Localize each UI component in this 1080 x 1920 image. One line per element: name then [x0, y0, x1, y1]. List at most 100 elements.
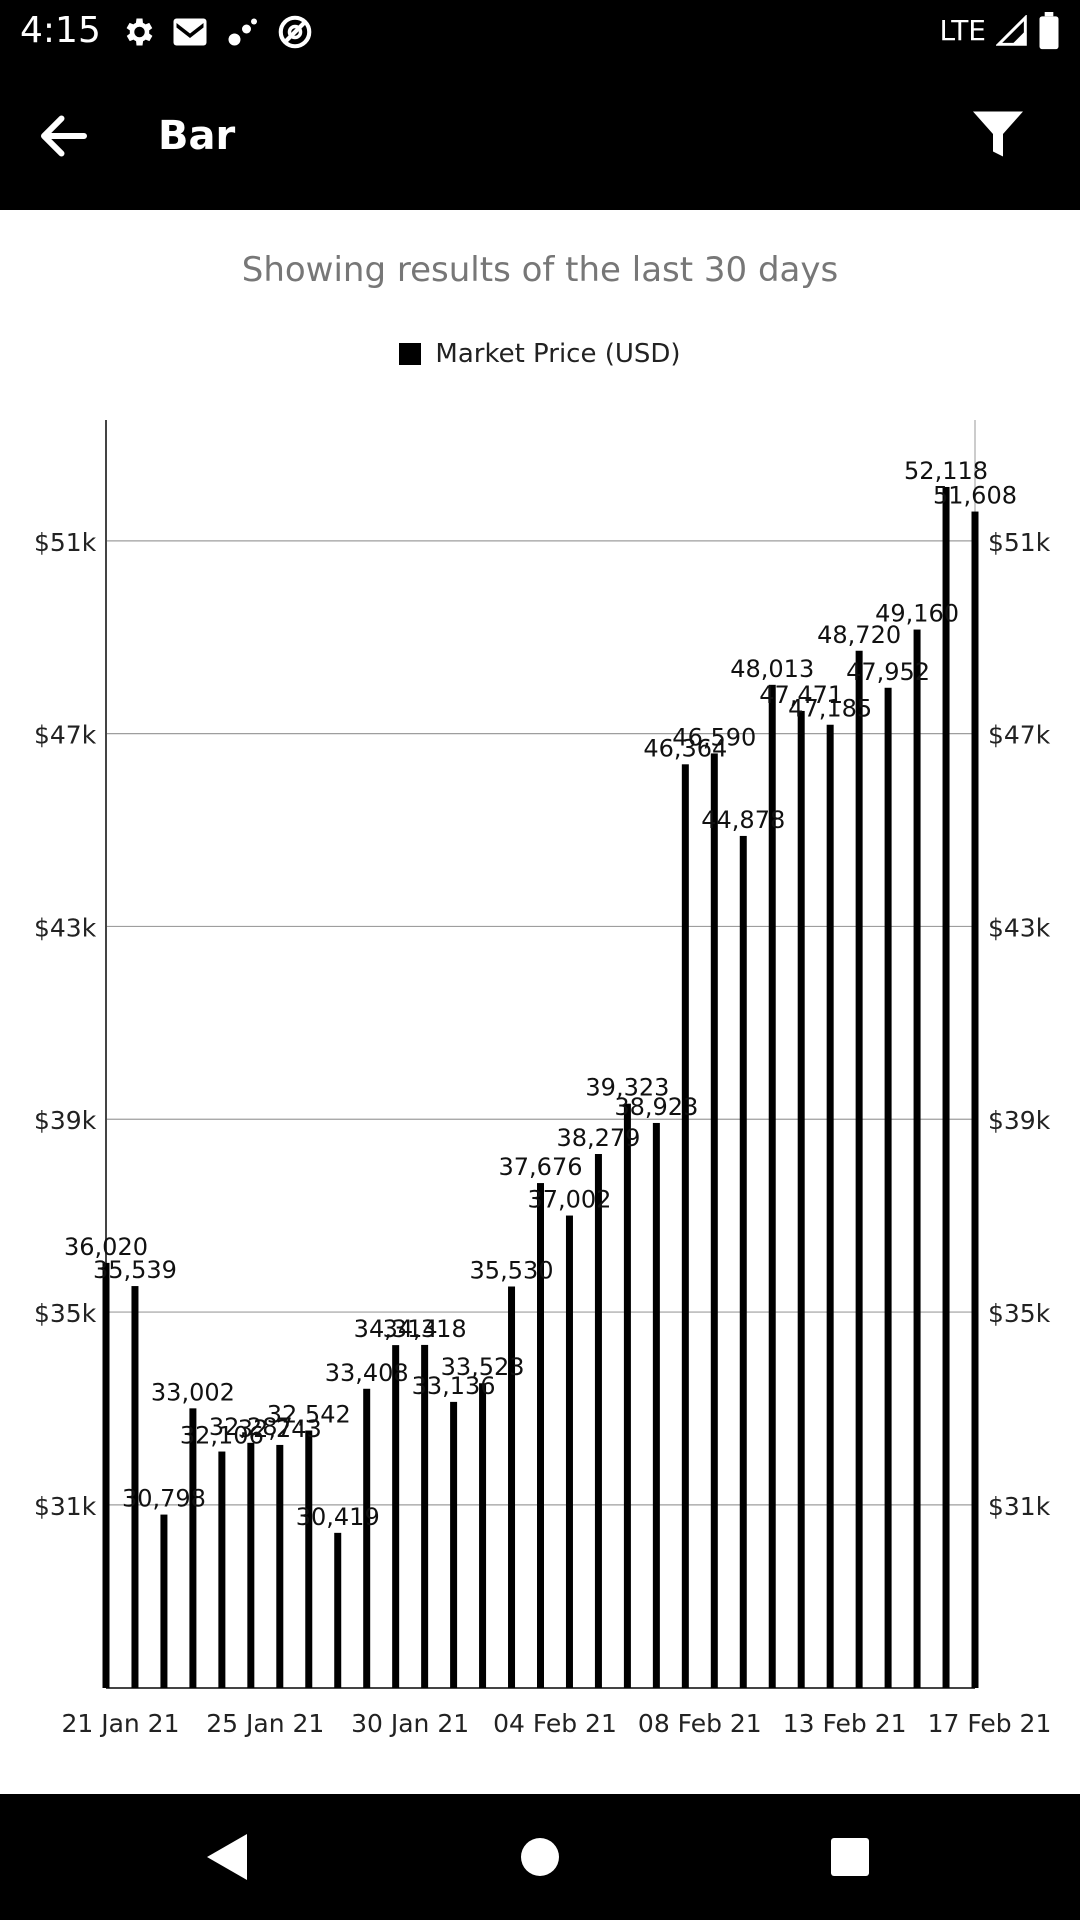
bar [479, 1383, 487, 1688]
bar [421, 1344, 429, 1688]
y-tick-label-left: $39k [34, 1106, 97, 1135]
bar [450, 1401, 458, 1688]
data-label: 30,798 [122, 1485, 206, 1513]
data-label: 52,118 [904, 457, 988, 485]
bar [855, 650, 863, 1689]
data-label: 38,279 [556, 1124, 640, 1152]
data-label: 47,471 [759, 681, 843, 709]
y-tick-label-right: $47k [988, 721, 1051, 750]
data-label: 35,539 [93, 1256, 177, 1284]
results-subtitle: Showing results of the last 30 days [241, 250, 839, 290]
y-tick-label-right: $35k [988, 1299, 1051, 1328]
bar [160, 1514, 168, 1688]
x-tick-label: 17 Feb 21 [928, 1709, 1052, 1738]
gmail-icon [173, 18, 207, 46]
bar [710, 753, 718, 1688]
nav-home-icon [521, 1838, 559, 1876]
bar [565, 1215, 573, 1688]
bar [797, 710, 805, 1688]
data-label: 46,590 [672, 723, 756, 751]
bar [739, 835, 747, 1688]
nav-recents-button[interactable] [790, 1794, 910, 1920]
data-label: 33,136 [412, 1372, 496, 1400]
bar [971, 511, 979, 1688]
page-title: Bar [158, 113, 236, 159]
x-tick-label: 08 Feb 21 [638, 1709, 762, 1738]
network-label: LTE [939, 14, 986, 47]
data-label: 46,364 [643, 734, 727, 762]
y-tick-label-left: $47k [34, 721, 97, 750]
status-bar: 4:15 LTE [0, 0, 1080, 62]
data-label: 37,676 [499, 1153, 583, 1181]
filter-icon[interactable] [968, 104, 1028, 164]
data-label: 44,878 [701, 806, 785, 834]
data-label: 30,419 [296, 1503, 380, 1531]
bar [652, 1122, 660, 1688]
bar [942, 486, 950, 1689]
bar [363, 1388, 371, 1688]
bar [102, 1262, 110, 1688]
bar [826, 724, 834, 1688]
data-label: 36,020 [64, 1233, 148, 1261]
nav-back-icon [207, 1834, 247, 1880]
data-label: 47,185 [788, 695, 872, 723]
nav-recents-icon [831, 1838, 869, 1876]
data-label: 48,720 [817, 621, 901, 649]
data-label: 33,408 [325, 1359, 409, 1387]
navigation-bar [0, 1794, 1080, 1920]
bar-chart: $31k $31k $35k $35k $39k $39k $43k $43k $47k $47k… [34, 420, 1052, 1738]
bar [189, 1408, 197, 1688]
bar [768, 684, 776, 1688]
status-left-icons [120, 12, 314, 52]
bar [537, 1183, 544, 1688]
bar [276, 1444, 284, 1688]
data-label: 32,106 [180, 1422, 264, 1450]
legend-label: Market Price (USD) [435, 339, 681, 369]
bar [131, 1286, 139, 1688]
bar [884, 687, 892, 1688]
y-tick-label-left: $35k [34, 1299, 97, 1328]
y-tick-label-right: $43k [988, 913, 1051, 942]
data-label: 38,923 [614, 1093, 698, 1121]
bar [681, 764, 689, 1688]
app-bar: Bar [0, 62, 1080, 210]
data-label: 34,314 [354, 1315, 438, 1343]
cell-signal-icon [996, 15, 1027, 46]
data-label: 37,002 [527, 1186, 611, 1214]
x-tick-label: 25 Jan 21 [206, 1709, 324, 1738]
bar [913, 629, 921, 1688]
back-arrow-icon[interactable] [34, 106, 94, 166]
status-time: 4:15 [20, 10, 101, 51]
y-tick-label-right: $39k [988, 1106, 1051, 1135]
bar [392, 1345, 400, 1688]
nav-back-button[interactable] [166, 1794, 286, 1920]
nav-home-button[interactable] [480, 1794, 600, 1920]
legend-swatch [399, 343, 422, 365]
data-label: 51,608 [933, 482, 1017, 510]
data-label: 32,243 [238, 1415, 322, 1443]
bar [305, 1430, 313, 1688]
y-tick-label-right: $51k [988, 528, 1051, 557]
data-label: 32,287 [209, 1413, 293, 1441]
data-label: 33,002 [151, 1378, 235, 1406]
data-label: 34,318 [383, 1315, 467, 1343]
data-label: 48,013 [730, 655, 814, 683]
circle-a-icon [278, 15, 312, 49]
gear-icon [126, 18, 153, 46]
bar [334, 1532, 342, 1688]
x-tick-label: 13 Feb 21 [783, 1709, 907, 1738]
bar [247, 1442, 255, 1688]
status-right: LTE [939, 10, 1060, 52]
x-tick-label: 04 Feb 21 [493, 1709, 617, 1738]
x-tick-label: 30 Jan 21 [351, 1709, 469, 1738]
data-label: 47,952 [846, 658, 930, 686]
signal-off-icon [228, 18, 257, 46]
data-label: 35,530 [470, 1257, 554, 1285]
battery-icon [1039, 12, 1059, 50]
x-tick-label: 21 Jan 21 [61, 1709, 179, 1738]
data-label: 32,542 [267, 1401, 351, 1429]
data-label: 39,323 [585, 1074, 669, 1102]
y-tick-label-left: $31k [34, 1492, 97, 1521]
bar [508, 1286, 516, 1688]
bar [594, 1154, 602, 1688]
